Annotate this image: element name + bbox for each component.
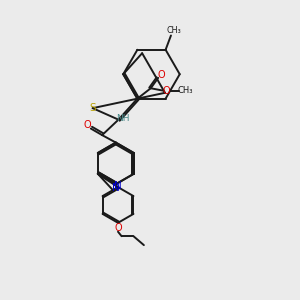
- Text: N: N: [114, 181, 122, 191]
- Text: S: S: [89, 103, 96, 113]
- Text: O: O: [83, 120, 91, 130]
- Text: N: N: [112, 183, 120, 193]
- Text: O: O: [163, 85, 171, 96]
- Text: CH₃: CH₃: [177, 86, 193, 95]
- Text: O: O: [114, 223, 122, 233]
- Text: O: O: [158, 70, 166, 80]
- Text: NH: NH: [116, 114, 130, 123]
- Text: CH₃: CH₃: [167, 26, 181, 34]
